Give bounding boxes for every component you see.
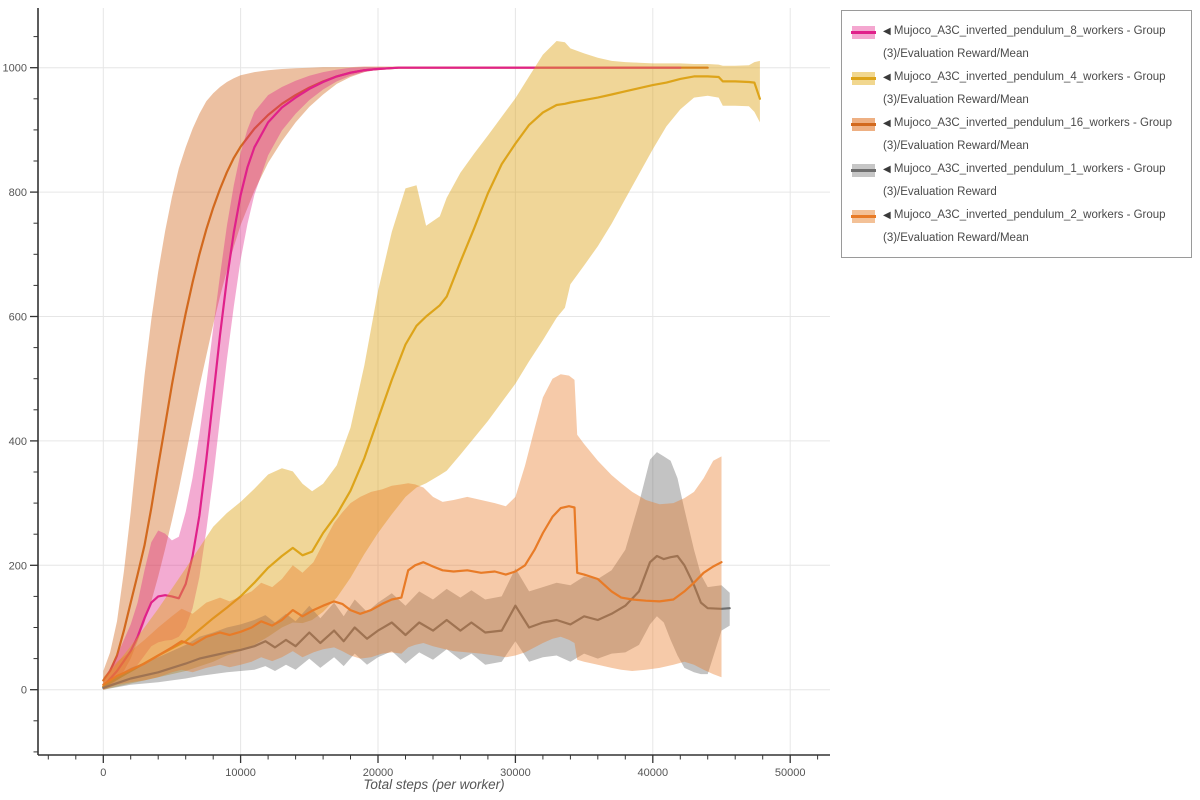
y-tick-label: 600 [9, 312, 27, 324]
band-pendulum-4-workers [103, 41, 760, 690]
x-tick-label: 10000 [225, 767, 256, 779]
y-tick-label: 0 [21, 685, 27, 697]
band-pendulum-2-workers [103, 374, 722, 690]
collapse-triangle-icon: ◀ [883, 210, 891, 221]
band-pendulum-1-workers [103, 452, 730, 690]
y-axis: 0 200 400 600 800 1000 [3, 8, 39, 755]
legend-marker-band [851, 164, 876, 177]
y-tick-label: 400 [9, 436, 27, 448]
legend-marker-line [851, 77, 876, 80]
x-tick-label: 50000 [775, 767, 806, 779]
legend-item-label: ◀ Mujoco_A3C_inverted_pendulum_2_workers… [883, 209, 1166, 244]
legend-marker-line [851, 215, 876, 218]
x-tick-label: 40000 [638, 767, 669, 779]
x-tick-label: 20000 [363, 767, 394, 779]
line-pendulum-1-workers [102, 554, 731, 689]
legend-item[interactable]: ◀ Mujoco_A3C_inverted_pendulum_16_worker… [851, 112, 1179, 158]
x-axis-title: Total steps (per worker) [363, 777, 504, 792]
legend-item-label: ◀ Mujoco_A3C_inverted_pendulum_1_workers… [883, 163, 1166, 198]
y-tick-label: 800 [9, 187, 27, 199]
y-tick-label: 1000 [3, 63, 27, 75]
collapse-triangle-icon: ◀ [883, 72, 891, 83]
legend-marker-band [851, 118, 876, 131]
gridlines [38, 8, 830, 755]
legend-item[interactable]: ◀ Mujoco_A3C_inverted_pendulum_8_workers… [851, 20, 1179, 66]
legend-item[interactable]: ◀ Mujoco_A3C_inverted_pendulum_4_workers… [851, 66, 1179, 112]
collapse-triangle-icon: ◀ [883, 164, 891, 175]
legend-marker-band [851, 72, 876, 85]
legend-item[interactable]: ◀ Mujoco_A3C_inverted_pendulum_1_workers… [851, 158, 1179, 204]
legend-marker-band [851, 210, 876, 223]
legend-item-label: ◀ Mujoco_A3C_inverted_pendulum_4_workers… [883, 71, 1166, 106]
line-pendulum-4-workers [102, 75, 761, 688]
chart-generated: 0 10000 20000 30000 40000 50000 0 200 400 600 800 1… [3, 8, 830, 779]
x-tick-label: 0 [100, 767, 106, 779]
y-tick-label: 200 [9, 560, 27, 572]
legend-item-label: ◀ Mujoco_A3C_inverted_pendulum_16_worker… [883, 117, 1172, 152]
band-pendulum-8-workers [103, 67, 681, 690]
legend-marker-line [851, 123, 876, 126]
legend: ◀ Mujoco_A3C_inverted_pendulum_8_workers… [841, 10, 1192, 258]
line-pendulum-8-workers [102, 66, 682, 688]
line-pendulum-2-workers [102, 505, 723, 686]
legend-item[interactable]: ◀ Mujoco_A3C_inverted_pendulum_2_workers… [851, 204, 1179, 250]
collapse-triangle-icon: ◀ [883, 26, 891, 37]
x-axis: 0 10000 20000 30000 40000 50000 [38, 754, 830, 779]
legend-item-label: ◀ Mujoco_A3C_inverted_pendulum_8_workers… [883, 25, 1166, 60]
legend-marker-band [851, 26, 876, 39]
legend-marker-line [851, 31, 876, 34]
legend-marker-line [851, 169, 876, 172]
x-tick-label: 30000 [500, 767, 531, 779]
collapse-triangle-icon: ◀ [883, 118, 891, 129]
